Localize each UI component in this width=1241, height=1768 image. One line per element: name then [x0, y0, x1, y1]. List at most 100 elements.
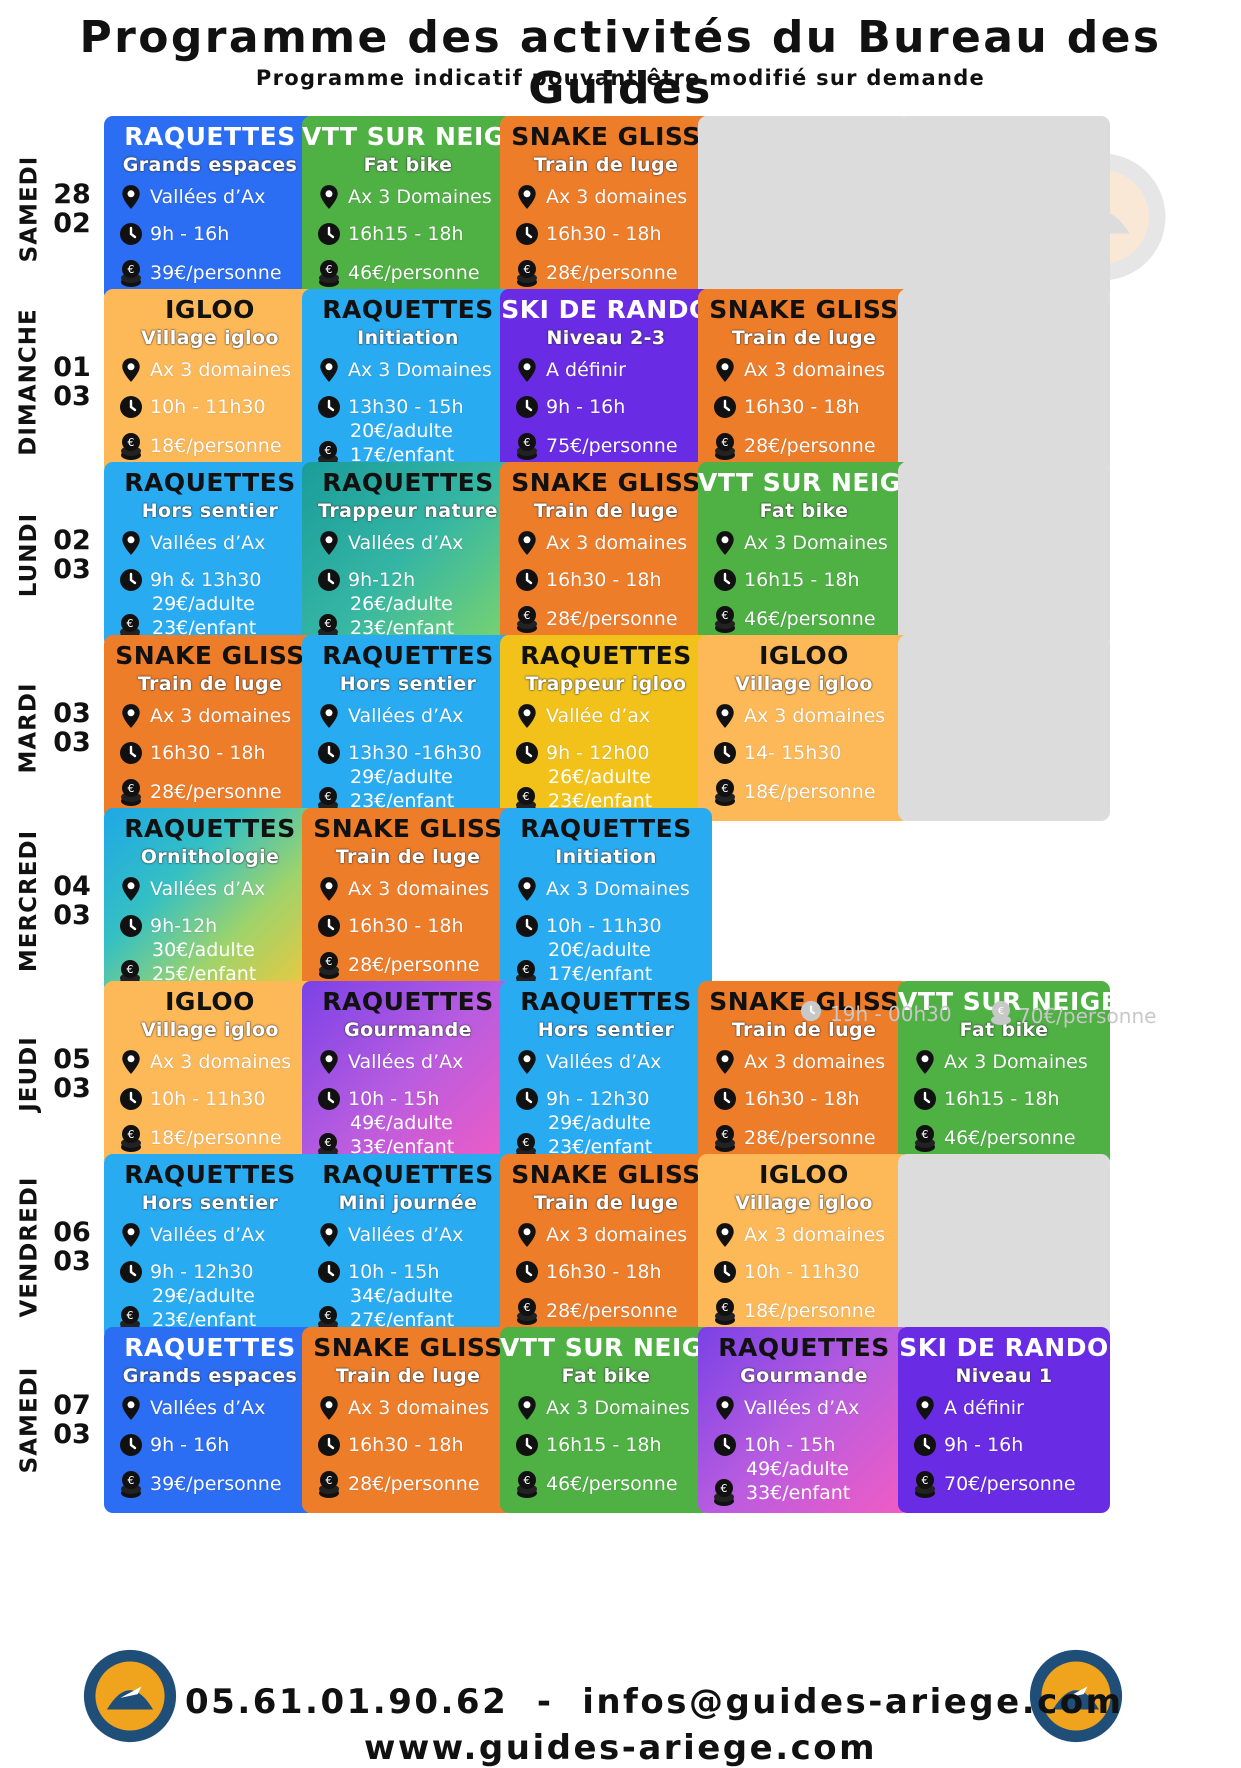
activity-card[interactable]: SNAKE GLISS Train de luge Ax 3 domaines 16h…: [500, 1154, 712, 1340]
activity-card[interactable]: RAQUETTES Hors sentier Vallées d’Ax 9h & 13…: [104, 462, 316, 648]
activity-card[interactable]: SNAKE GLISS Train de luge Ax 3 domaines 16h…: [698, 289, 910, 475]
activity-card[interactable]: RAQUETTES Trappeur igloo Vallée d’ax 9h - 1…: [500, 635, 712, 821]
activity-price: 18€/personne: [744, 781, 876, 803]
activity-price: 28€/personne: [546, 262, 678, 284]
location-pin-icon: [118, 1049, 144, 1075]
coins-icon: €: [514, 606, 540, 633]
activity-card[interactable]: VTT SUR NEIGE Fat bike Ax 3 Domaines 16h15 …: [500, 1327, 712, 1513]
day-row: SAMEDI 07 03 RAQUETTES Grands espaces Vallées…: [16, 1327, 1220, 1513]
activity-time: 16h30 - 18h: [546, 569, 662, 591]
activity-subtitle: Initiation: [357, 327, 459, 349]
activity-card[interactable]: VTT SUR NEIGE Fat bike Ax 3 Domaines 16h15 …: [898, 981, 1110, 1167]
activity-subtitle: Fat bike: [561, 1365, 651, 1387]
activity-location-line: Ax 3 domaines: [316, 1393, 506, 1423]
activity-card[interactable]: RAQUETTES Trappeur nature Vallées d’Ax 9h-1…: [302, 462, 514, 648]
activity-time-line: 9h - 12h30: [514, 1084, 704, 1114]
activity-card[interactable]: RAQUETTES Hors sentier Vallées d’Ax 9h - 12…: [500, 981, 712, 1167]
date-day: 04: [53, 871, 91, 902]
svg-text:€: €: [325, 1309, 332, 1322]
activity-card[interactable]: IGLOO Village igloo Ax 3 domaines 10h - 11h…: [104, 981, 316, 1167]
activity-card[interactable]: RAQUETTES Ornithologie Vallées d’Ax 9h-12h €…: [104, 808, 316, 994]
activity-title: RAQUETTES: [124, 122, 296, 151]
activity-card[interactable]: RAQUETTES Grands espaces Vallées d’Ax 9h - …: [104, 1327, 316, 1513]
activity-title: IGLOO: [165, 295, 255, 324]
price-child: 33€/enfant: [746, 1482, 851, 1504]
date-month: 03: [53, 727, 91, 758]
clock-icon: [712, 1086, 738, 1112]
activity-location-line: Ax 3 Domaines: [514, 1393, 704, 1423]
activity-time: 9h - 16h: [150, 1434, 230, 1456]
activity-card[interactable]: SNAKE GLISS Train de luge Ax 3 domaines 16h…: [104, 635, 316, 821]
svg-text:€: €: [524, 263, 531, 276]
activity-location: A définir: [546, 359, 626, 381]
activity-card[interactable]: SKI DE RANDO Niveau 2-3 A définir 9h - 16h €…: [500, 289, 712, 475]
activity-time-line: 16h15 - 18h: [514, 1430, 704, 1460]
clock-icon: [514, 1086, 540, 1112]
activity-price-line: €75€/personne: [514, 431, 704, 461]
activity-title: SNAKE GLISS: [511, 1160, 701, 1189]
activity-card[interactable]: SNAKE GLISS Train de luge Ax 3 domaines 16h…: [302, 1327, 514, 1513]
coins-icon: €: [712, 606, 738, 633]
clock-icon: [118, 740, 144, 766]
activity-title: VTT SUR NEIGE: [302, 122, 514, 151]
price-adult: 26€/adulte: [350, 593, 453, 615]
activity-card[interactable]: RAQUETTES Hors sentier Vallées d’Ax 9h - 12…: [104, 1154, 316, 1340]
svg-text:€: €: [325, 444, 332, 457]
activity-subtitle: Hors sentier: [141, 1192, 279, 1214]
clock-icon: [712, 1432, 738, 1458]
activity-price: 30€/adulte 25€/enfant: [152, 938, 256, 986]
footer-contact[interactable]: 05.61.01.90.62 - infos@guides-ariege.com: [185, 1682, 1124, 1722]
activity-subtitle: Fat bike: [363, 154, 453, 176]
activity-time: 14- 15h30: [744, 742, 842, 764]
activity-card[interactable]: RAQUETTES Mini journée Vallées d’Ax 10h - 1…: [302, 1154, 514, 1340]
activity-card[interactable]: RAQUETTES Initiation Ax 3 Domaines 13h30 - …: [302, 289, 514, 475]
coins-icon: €: [316, 952, 342, 979]
activity-location: Ax 3 domaines: [744, 359, 886, 381]
activity-price: 39€/personne: [150, 1473, 282, 1495]
activity-card[interactable]: IGLOO Village igloo Ax 3 domaines 14- 15h30…: [698, 635, 910, 821]
activity-time-line: 16h30 - 18h: [712, 392, 902, 422]
activity-title: IGLOO: [165, 987, 255, 1016]
clock-icon: [316, 1086, 342, 1112]
activity-location: Vallées d’Ax: [348, 1224, 464, 1246]
activity-location: Ax 3 domaines: [150, 1051, 292, 1073]
activity-title: IGLOO: [759, 641, 849, 670]
activity-card[interactable]: VTT SUR NEIGE Fat bike Ax 3 Domaines 16h15 …: [302, 116, 514, 302]
date-month: 03: [53, 900, 91, 931]
activity-card[interactable]: RAQUETTES Gourmande Vallées d’Ax 10h - 15h €…: [698, 1327, 910, 1513]
activity-card[interactable]: RAQUETTES Initiation Ax 3 Domaines 10h - 11…: [500, 808, 712, 994]
activity-time-line: 9h - 12h00: [514, 738, 704, 768]
bureau-des-guides-logo-left: [83, 1649, 177, 1743]
activity-card[interactable]: RAQUETTES Grands espaces Vallées d’Ax 9h - …: [104, 116, 316, 302]
activity-card[interactable]: SNAKE GLISS Train de luge Ax 3 domaines 16h…: [302, 808, 514, 994]
svg-text:€: €: [128, 436, 135, 449]
activity-card[interactable]: IGLOO Village igloo Ax 3 domaines 10h - 11h…: [698, 1154, 910, 1340]
activity-card[interactable]: SKI DE RANDO Niveau 1 A définir 9h - 16h €70…: [898, 1327, 1110, 1513]
bureau-des-guides-logo-right: [1029, 1649, 1123, 1743]
activity-time: 10h - 15h: [744, 1434, 836, 1456]
activity-card[interactable]: VTT SUR NEIGE Fat bike Ax 3 Domaines 16h15 …: [698, 462, 910, 648]
activity-time: 10h - 11h30: [150, 396, 266, 418]
clock-icon: [316, 913, 342, 939]
location-pin-icon: [514, 184, 540, 210]
activity-card[interactable]: SNAKE GLISS Train de luge Ax 3 domaines 16h…: [500, 116, 712, 302]
ghost-time: 19h - 00h30: [830, 1001, 952, 1026]
activity-card[interactable]: SNAKE GLISS Train de luge Ax 3 domaines 16h…: [698, 981, 910, 1167]
activity-location: Ax 3 domaines: [150, 705, 292, 727]
activity-card[interactable]: SNAKE GLISS Train de luge Ax 3 domaines 16h…: [500, 462, 712, 648]
activity-time-line: 10h - 15h: [712, 1430, 902, 1460]
svg-text:€: €: [325, 617, 332, 630]
activity-card[interactable]: RAQUETTES Hors sentier Vallées d’Ax 13h30 -…: [302, 635, 514, 821]
activity-location-line: Ax 3 domaines: [118, 355, 308, 385]
activity-time-line: 10h - 11h30: [514, 911, 704, 941]
activity-time-line: 16h30 - 18h: [514, 565, 704, 595]
footer-website[interactable]: www.guides-ariege.com: [363, 1728, 878, 1768]
svg-text:€: €: [722, 436, 729, 449]
activity-card[interactable]: IGLOO Village igloo Ax 3 domaines 10h - 11h…: [104, 289, 316, 475]
clock-icon: [118, 913, 144, 939]
day-row: MARDI 03 03 SNAKE GLISS Train de luge Ax 3 do…: [16, 635, 1220, 821]
activity-card[interactable]: RAQUETTES Gourmande Vallées d’Ax 10h - 15h €…: [302, 981, 514, 1167]
svg-text:€: €: [128, 1474, 135, 1487]
location-pin-icon: [118, 876, 144, 902]
clock-icon: [316, 394, 342, 420]
